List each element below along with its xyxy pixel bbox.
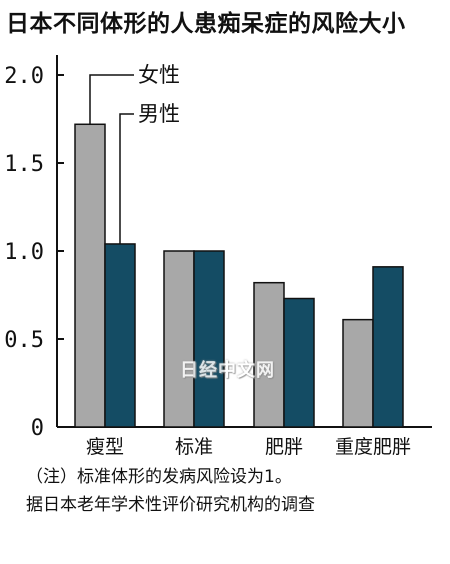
y-tick-label: 1.0 bbox=[4, 240, 44, 265]
bar-female-0 bbox=[74, 123, 106, 428]
watermark-logo: 日经中文网 bbox=[180, 360, 275, 381]
y-tick-label: 2.0 bbox=[4, 64, 44, 89]
y-tick-label: 1.5 bbox=[4, 152, 44, 177]
legend-label-female: 女性 bbox=[138, 63, 180, 87]
category-label: 标准 bbox=[175, 436, 213, 458]
category-label: 瘦型 bbox=[86, 436, 124, 458]
legend-leader-female bbox=[89, 74, 134, 125]
chart-source: 据日本老年学术性评价研究机构的调查 bbox=[26, 495, 315, 515]
bar-male-3 bbox=[372, 266, 404, 428]
legend-leader-male bbox=[119, 113, 134, 244]
legend-label-male: 男性 bbox=[138, 102, 180, 126]
bar-male-1 bbox=[193, 250, 225, 428]
bar-female-3 bbox=[342, 318, 374, 428]
chart-title: 日本不同体形的人患痴呆症的风险大小 bbox=[6, 11, 406, 37]
category-label: 肥胖 bbox=[265, 436, 303, 458]
category-label: 重度肥胖 bbox=[335, 436, 411, 458]
y-tick-label: 0.5 bbox=[4, 328, 44, 353]
y-tick-label: 0 bbox=[31, 416, 44, 441]
bar-male-0 bbox=[104, 243, 136, 428]
bar-male-2 bbox=[283, 297, 315, 428]
bar-female-1 bbox=[163, 250, 195, 428]
chart-note: （注）标准体形的发病风险设为1。 bbox=[26, 467, 292, 487]
bar-female-2 bbox=[253, 281, 285, 428]
